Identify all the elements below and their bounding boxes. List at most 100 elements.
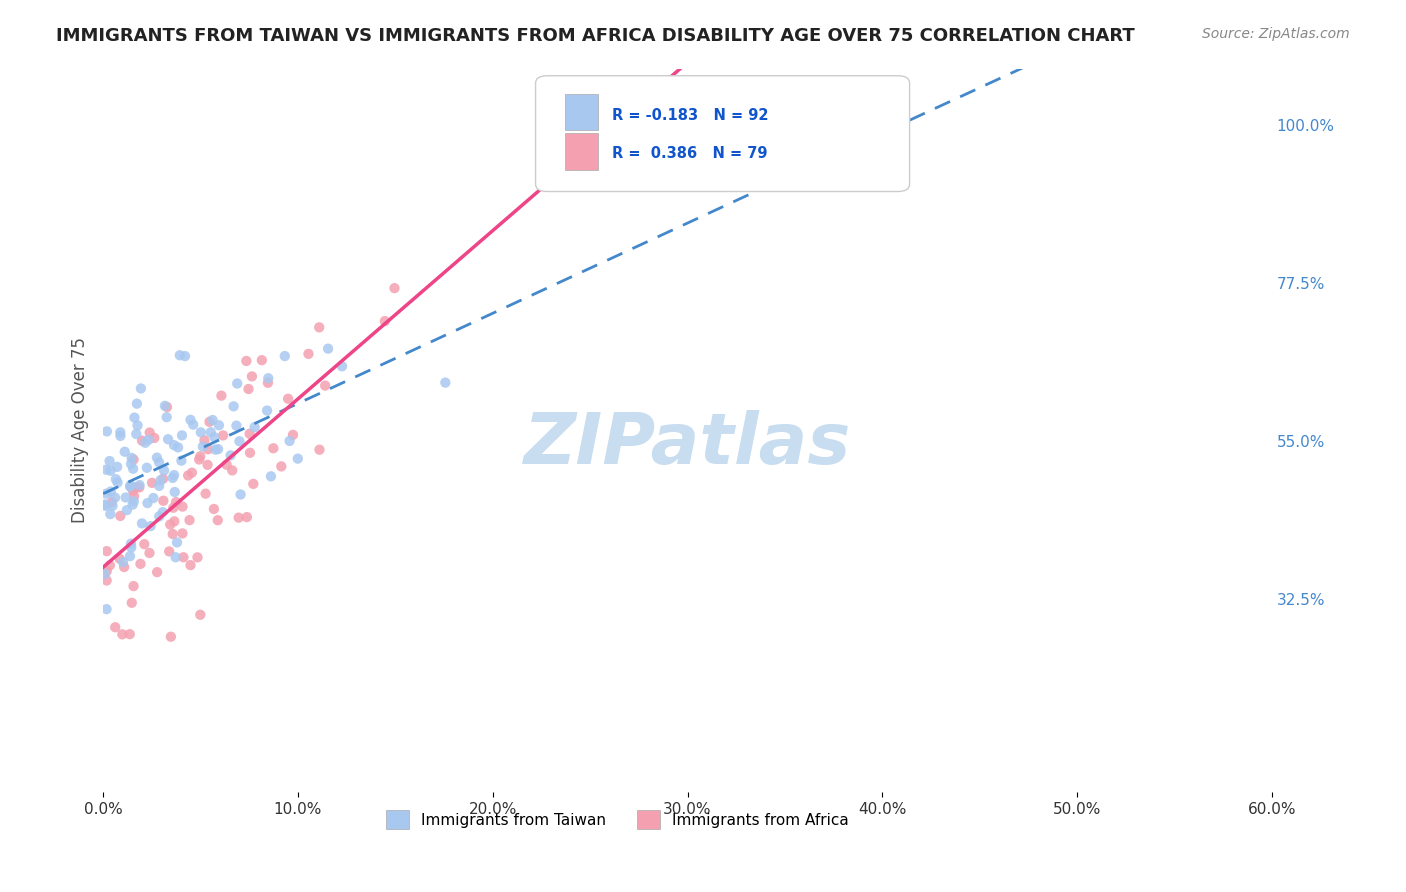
Point (125, 427, 148, 442)
Point (262, 442, 284, 456)
Point (222, 400, 245, 414)
Point (118, 627, 141, 641)
Point (135, 460, 157, 475)
Point (163, 438, 186, 452)
Point (129, 381, 152, 395)
Point (134, 435, 156, 450)
Point (94, 499, 117, 513)
Text: R =  0.386   N = 79: R = 0.386 N = 79 (612, 146, 768, 161)
Point (122, 462, 145, 476)
Point (188, 452, 211, 467)
Point (110, 425, 132, 440)
Point (277, 392, 299, 406)
Point (122, 494, 145, 508)
Point (138, 433, 160, 447)
Point (242, 476, 264, 491)
Point (100, 495, 122, 509)
Point (121, 498, 143, 512)
Point (157, 432, 180, 446)
Point (297, 347, 319, 361)
Point (122, 489, 145, 503)
Legend: Immigrants from Taiwan, Immigrants from Africa: Immigrants from Taiwan, Immigrants from … (380, 804, 855, 835)
Point (207, 513, 229, 527)
Bar (565, 133, 598, 169)
Point (281, 428, 304, 442)
Point (243, 420, 266, 434)
Point (152, 493, 174, 508)
Point (256, 403, 278, 417)
Point (138, 546, 160, 560)
Point (139, 519, 162, 533)
Point (221, 463, 243, 477)
Point (163, 515, 186, 529)
Point (94, 566, 117, 581)
Point (274, 349, 297, 363)
Point (148, 455, 170, 469)
Point (194, 486, 217, 500)
Point (308, 320, 330, 334)
Point (125, 397, 148, 411)
Point (112, 560, 135, 574)
Point (96, 574, 118, 588)
Point (96, 486, 118, 500)
Point (235, 354, 257, 368)
Point (287, 451, 309, 466)
Point (202, 502, 225, 516)
Point (172, 526, 194, 541)
Point (122, 579, 145, 593)
Point (207, 442, 229, 457)
Point (250, 353, 273, 368)
Point (314, 378, 336, 392)
Point (98, 558, 121, 573)
Point (129, 557, 152, 571)
Point (96, 425, 118, 439)
Point (96, 544, 118, 558)
Point (107, 475, 129, 490)
Point (197, 458, 219, 472)
Point (128, 480, 150, 494)
Point (100, 464, 122, 478)
Point (146, 565, 169, 579)
Point (156, 410, 179, 425)
Point (111, 555, 134, 569)
Point (101, 499, 124, 513)
Y-axis label: Disability Age Over 75: Disability Age Over 75 (72, 337, 89, 524)
Point (260, 469, 283, 483)
Point (308, 442, 330, 457)
Point (225, 418, 247, 433)
Point (100, 484, 122, 499)
Point (198, 415, 221, 429)
Point (215, 458, 238, 472)
Point (111, 627, 134, 641)
Point (124, 410, 146, 425)
Point (179, 413, 201, 427)
Text: IMMIGRANTS FROM TAIWAN VS IMMIGRANTS FROM AFRICA DISABILITY AGE OVER 75 CORRELAT: IMMIGRANTS FROM TAIWAN VS IMMIGRANTS FRO… (56, 27, 1135, 45)
Point (142, 491, 165, 505)
Point (122, 483, 145, 498)
Point (162, 527, 184, 541)
Point (122, 452, 145, 467)
Point (120, 480, 142, 494)
Point (193, 434, 215, 448)
Point (105, 459, 128, 474)
Point (169, 348, 191, 362)
Point (114, 444, 136, 458)
Point (201, 413, 224, 427)
Point (159, 517, 181, 532)
Point (104, 472, 127, 486)
Point (120, 541, 142, 555)
Point (118, 549, 141, 563)
Point (172, 500, 194, 514)
Point (197, 442, 219, 457)
Point (98, 454, 121, 468)
Point (177, 468, 200, 483)
Point (165, 495, 187, 509)
Text: ZIPatlas: ZIPatlas (524, 410, 851, 479)
Point (170, 453, 193, 467)
Point (228, 434, 250, 449)
Point (181, 466, 204, 480)
Point (146, 450, 169, 465)
Point (152, 505, 174, 519)
Point (170, 428, 193, 442)
Point (114, 491, 136, 505)
